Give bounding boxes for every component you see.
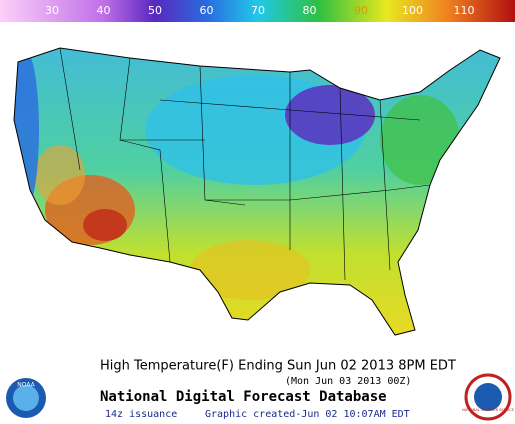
legend-label: 80 [303, 4, 317, 17]
legend-label: 100 [402, 4, 423, 17]
legend-label: 110 [454, 4, 475, 17]
state-borders [59, 47, 431, 281]
issuance: 14z issuance [105, 409, 177, 420]
noaa-logo: NOAA [6, 378, 46, 418]
color-bar [0, 0, 515, 22]
map-title: High Temperature(F) Ending Sun Jun 02 20… [100, 359, 456, 374]
database-name: National Digital Forecast Database [100, 389, 387, 405]
legend-label: 50 [148, 4, 162, 17]
legend-label: 40 [97, 4, 111, 17]
nws-logo: NATIONAL WEATHER SERVICE [462, 373, 514, 421]
map [14, 48, 500, 335]
legend-label: 60 [200, 4, 214, 17]
legend-label: 70 [251, 4, 265, 17]
created: Graphic created-Jun 02 10:07AM EDT [205, 409, 410, 420]
legend-label: 30 [45, 4, 59, 17]
legend-label: 90 [354, 4, 368, 17]
legend: 30 40 50 60 70 80 90 100 110 [45, 4, 475, 17]
logo-text: NOAA [17, 382, 35, 389]
logo-text: NATIONAL WEATHER SERVICE [462, 408, 514, 412]
map-subtitle: (Mon Jun 03 2013 00Z) [285, 376, 411, 387]
